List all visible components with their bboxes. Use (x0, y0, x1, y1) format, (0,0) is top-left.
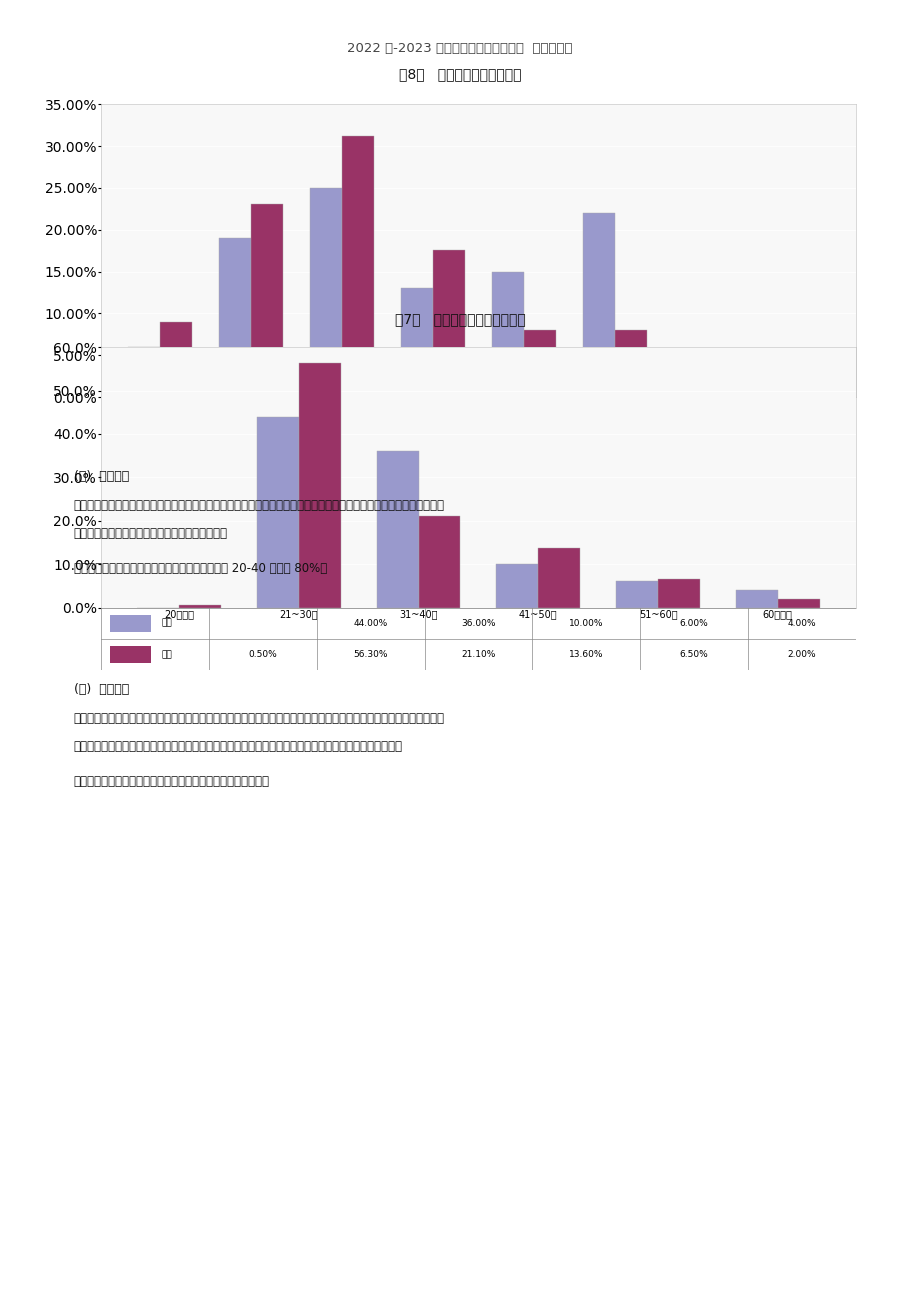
Text: 6.00%: 6.00% (679, 618, 708, 628)
Bar (109, 615, 151, 631)
Bar (418, 516, 460, 608)
Text: 31.20%: 31.20% (377, 440, 412, 448)
Bar (401, 288, 433, 397)
Bar (310, 187, 342, 397)
Bar (376, 452, 418, 608)
Text: (四)  用途变量: (四) 用途变量 (74, 684, 129, 697)
Bar (433, 250, 464, 397)
Text: 欲购: 欲购 (148, 440, 159, 448)
Text: (三)  年龄变量: (三) 年龄变量 (74, 470, 129, 483)
Text: 44.00%: 44.00% (353, 618, 387, 628)
Text: 56.30%: 56.30% (353, 650, 388, 659)
Bar (657, 579, 699, 608)
Bar (109, 646, 151, 663)
Bar (777, 599, 819, 608)
Text: 21.10%: 21.10% (460, 650, 495, 659)
Text: 抄样调查显示：广州市购房者主要是中青年，年龄 20-40 岁的占 80%。: 抄样调查显示：广州市购房者主要是中青年，年龄 20-40 岁的占 80%。 (74, 561, 326, 574)
Text: 已购: 已购 (148, 409, 159, 417)
Bar (616, 582, 657, 608)
Text: 者购房是为了投资，有些是为了馈赠亲友；投资者中有些是为了保值，有些是为了炒卖，有些是为了出租。: 者购房是为了投资，有些是为了馈赠亲友；投资者中有些是为了保值，有些是为了炒卖，有… (74, 741, 403, 754)
Bar (523, 331, 555, 397)
Text: 6.50%: 6.50% (679, 650, 708, 659)
Text: 目前，广州市购房者的年龄呢年轻化的趋向。对购买者的年龄状况进行分析和研究，有助于了解广州市居民购房消费的这: 目前，广州市购房者的年龄呢年轻化的趋向。对购买者的年龄状况进行分析和研究，有助于… (74, 499, 444, 512)
Bar (299, 363, 340, 608)
Bar (108, 436, 140, 452)
Text: 一新动向，这对市场的区隔和细分是很有帮助的。: 一新动向，这对市场的区隔和细分是很有帮助的。 (74, 527, 227, 540)
Text: 15.00%: 15.00% (544, 409, 579, 417)
Bar (796, 372, 827, 397)
Bar (496, 564, 538, 608)
Text: 袆8：   广州市购房者职业类别: 袆8： 广州市购房者职业类别 (398, 66, 521, 81)
Text: 13.60%: 13.60% (568, 650, 603, 659)
Bar (492, 272, 523, 397)
Bar (342, 135, 373, 397)
Bar (735, 590, 777, 608)
Bar (219, 238, 251, 397)
Text: 不同的消费群体对购房的目的、要求和用途是不相同的。改善居住条件和环境是主要因素，但并不是唯一因素。许多消费: 不同的消费群体对购房的目的、要求和用途是不相同的。改善居住条件和环境是主要因素，… (74, 712, 444, 725)
Text: 袆7：   广州市购房者的年龄状况: 袆7： 广州市购房者的年龄状况 (394, 312, 525, 327)
Bar (614, 331, 646, 397)
Text: 6.00%: 6.00% (212, 409, 241, 417)
Text: 抄样调查显示：广州市购房者购房目的是自住和投资保值为主。: 抄样调查显示：广州市购房者购房目的是自住和投资保值为主。 (74, 775, 269, 788)
Text: 8.00%: 8.00% (547, 440, 576, 448)
Text: 10.00%: 10.00% (568, 618, 603, 628)
Bar (538, 548, 580, 608)
Text: 2022 年-2023 年建筑工程管理行业文档  齐鲁斌创作: 2022 年-2023 年建筑工程管理行业文档 齐鲁斌创作 (346, 42, 573, 55)
Text: 22.00%: 22.00% (629, 409, 663, 417)
Text: 0.50%: 0.50% (248, 650, 277, 659)
Bar (160, 322, 192, 397)
Text: 3.00%: 3.00% (799, 440, 827, 448)
Text: 9.00%: 9.00% (212, 440, 241, 448)
Bar (129, 346, 160, 397)
Text: 已购: 已购 (162, 618, 172, 628)
Text: 13.00%: 13.00% (460, 409, 495, 417)
Text: 2.00%: 2.00% (787, 650, 815, 659)
Text: 23.10%: 23.10% (293, 440, 327, 448)
Text: 17.60%: 17.60% (460, 440, 495, 448)
Text: 25.00%: 25.00% (377, 409, 412, 417)
Bar (251, 204, 283, 397)
Text: 19.00%: 19.00% (293, 409, 328, 417)
Bar (583, 214, 614, 397)
Text: 4.00%: 4.00% (787, 618, 815, 628)
Text: 欲购: 欲购 (162, 650, 172, 659)
Text: 36.00%: 36.00% (460, 618, 495, 628)
Bar (179, 605, 221, 608)
Bar (108, 405, 140, 421)
Text: 8.00%: 8.00% (631, 440, 660, 448)
Bar (256, 417, 299, 608)
